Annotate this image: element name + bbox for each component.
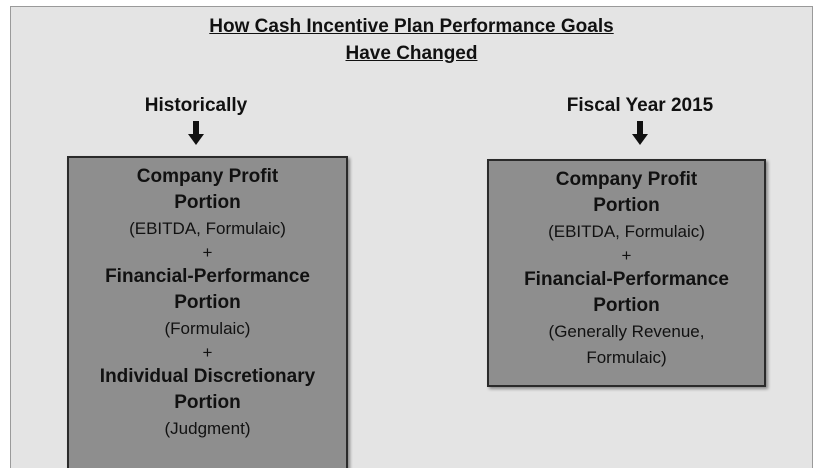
item-detail: (Formulaic)	[164, 319, 251, 338]
column-heading: Fiscal Year 2015	[566, 95, 714, 116]
item-name: Portion	[174, 192, 241, 213]
connector: +	[202, 243, 213, 262]
box: Company Profit Portion (EBITDA, Formulaic)…	[67, 156, 348, 468]
item-detail: Formulaic)	[586, 348, 667, 367]
column-heading: Historically	[144, 95, 248, 116]
item-detail: (EBITDA, Formulaic)	[548, 222, 705, 241]
item-detail: (Generally Revenue,	[548, 322, 705, 341]
item-name: Portion	[593, 295, 660, 316]
item-name: Financial-Performance	[105, 266, 310, 287]
item-name: Individual Discretionary	[99, 366, 316, 387]
connector: +	[621, 246, 632, 265]
item-name: Company Profit	[136, 166, 279, 187]
item-name: Company Profit	[555, 169, 698, 190]
connector: +	[202, 343, 213, 362]
box: Company Profit Portion (EBITDA, Formulaic)…	[487, 159, 766, 387]
item-name: Portion	[593, 195, 660, 216]
title: Have Changed	[345, 43, 478, 64]
item-name: Portion	[174, 292, 241, 313]
item-name: Financial-Performance	[524, 269, 729, 290]
item-detail: (Judgment)	[164, 419, 251, 438]
down-arrow	[632, 121, 648, 145]
item-detail: (EBITDA, Formulaic)	[129, 219, 286, 238]
item-name: Portion	[174, 392, 241, 413]
down-arrow	[188, 121, 204, 145]
title: How Cash Incentive Plan Performance Goal…	[209, 16, 614, 37]
